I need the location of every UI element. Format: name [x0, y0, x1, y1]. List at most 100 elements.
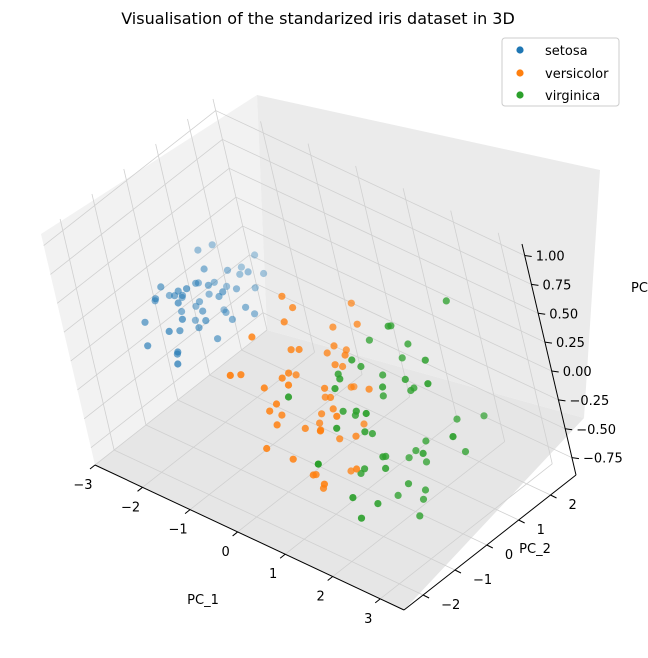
data-point-virginica [368, 430, 376, 438]
grid-lines [43, 98, 573, 600]
x-gridline [212, 98, 268, 331]
z-tick [571, 457, 580, 460]
z-gridline [83, 283, 257, 420]
y-tick [518, 519, 525, 524]
data-point-virginica [314, 460, 322, 468]
data-point-virginica [357, 362, 365, 371]
z-gridline [242, 225, 552, 372]
z-tick-label: −0.25 [569, 394, 609, 409]
z-tick [524, 255, 532, 258]
z-gridline [235, 196, 546, 343]
data-point-setosa [165, 327, 173, 335]
data-point-virginica [361, 428, 369, 436]
z-tick-label: −0.75 [583, 452, 623, 467]
data-point-setosa [202, 317, 210, 325]
x-tick-label: 3 [364, 612, 372, 627]
data-point-versicolor [352, 432, 360, 440]
data-point-setosa [208, 241, 216, 249]
data-point-setosa [223, 266, 232, 274]
data-point-virginica [348, 356, 356, 364]
data-point-virginica [331, 385, 339, 393]
z-tick-label: 1.00 [536, 250, 565, 265]
data-point-virginica [407, 386, 415, 395]
y-gridline [155, 143, 211, 376]
z-gridline [63, 196, 237, 333]
legend-marker-virginica [516, 91, 524, 99]
data-point-versicolor [336, 435, 344, 443]
x-tick [184, 509, 191, 515]
data-point-virginica [374, 500, 382, 508]
y-tick-label: 0 [505, 548, 513, 563]
data-point-versicolor [347, 383, 355, 391]
z-gridline [50, 139, 223, 275]
data-point-setosa [251, 310, 259, 318]
y-tick [422, 594, 430, 599]
data-point-virginica [365, 336, 373, 344]
legend-label-setosa: setosa [545, 44, 588, 59]
x-axis-label: PC_1 [187, 593, 219, 608]
z-tick-label: −0.50 [576, 423, 616, 438]
z-gridline [262, 312, 573, 459]
data-point-virginica [404, 340, 412, 348]
y-gridline [113, 449, 424, 596]
data-point-setosa [178, 315, 186, 323]
y-tick-label: −2 [441, 598, 460, 613]
legend-box [501, 37, 620, 107]
data-point-versicolor [321, 393, 329, 401]
data-point-virginica [349, 494, 357, 502]
data-point-versicolor [260, 384, 268, 392]
data-point-virginica [422, 437, 430, 445]
data-point-virginica [379, 392, 387, 400]
x-gridline [497, 232, 553, 464]
data-point-virginica [424, 380, 432, 388]
data-point-setosa [151, 295, 160, 303]
data-point-versicolor [237, 371, 245, 379]
data-point-setosa [192, 279, 200, 287]
z-gridline [249, 254, 559, 401]
data-point-versicolor [226, 371, 234, 379]
data-point-versicolor [339, 362, 347, 371]
y-gridline [177, 399, 487, 546]
data-point-setosa [244, 268, 252, 276]
pane-back-right [257, 95, 600, 418]
z-axis-label: PC [631, 281, 648, 296]
data-point-virginica [453, 415, 461, 423]
data-point-versicolor [347, 299, 355, 307]
y-tick [550, 494, 557, 499]
data-point-versicolor [289, 455, 297, 463]
legend-marker-setosa [516, 46, 524, 54]
z-tick-label: 0.50 [549, 307, 578, 322]
x-gridline [307, 143, 363, 375]
data-point-setosa [191, 316, 199, 324]
data-point-virginica [339, 407, 347, 415]
z-tick [544, 341, 553, 344]
y-tick-label: 1 [537, 523, 545, 538]
data-point-virginica [379, 453, 387, 461]
data-point-versicolor [321, 384, 329, 392]
x-tick [137, 486, 143, 492]
x-gridline [94, 329, 268, 466]
data-point-versicolor [273, 421, 281, 429]
data-point-versicolor [330, 342, 338, 350]
z-tick-label: 0.00 [563, 365, 592, 380]
data-point-virginica [333, 424, 341, 432]
data-point-virginica [419, 495, 428, 503]
data-point-virginica [422, 458, 431, 466]
data-point-virginica [421, 356, 429, 364]
data-point-setosa [219, 288, 227, 296]
data-point-virginica [357, 514, 366, 522]
data-point-virginica [379, 383, 387, 391]
y-tick [454, 569, 462, 574]
data-point-setosa [228, 315, 236, 323]
data-point-setosa [242, 303, 250, 311]
data-point-setosa [195, 324, 203, 332]
data-point-versicolor [287, 346, 295, 354]
y-tick-label: −1 [473, 573, 492, 588]
data-point-virginica [284, 393, 293, 401]
x-tick-label: −1 [168, 523, 187, 538]
data-point-versicolor [278, 292, 286, 300]
x-gridline [450, 210, 506, 442]
data-point-versicolor [365, 385, 373, 393]
data-point-setosa [210, 278, 218, 286]
data-point-versicolor [353, 465, 361, 473]
